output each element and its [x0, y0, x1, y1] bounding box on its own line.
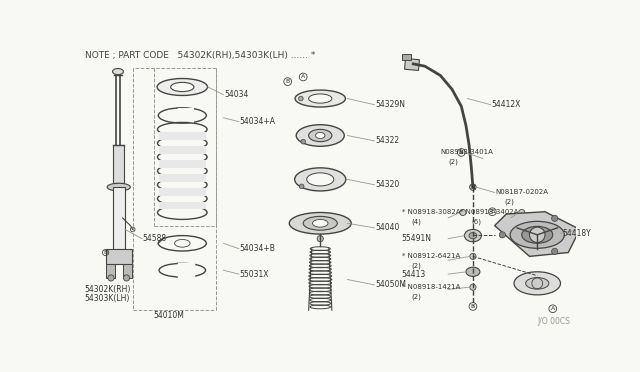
Text: 54329N: 54329N: [375, 100, 405, 109]
Bar: [159, 174, 205, 182]
Bar: [159, 146, 205, 154]
Text: 54413: 54413: [402, 270, 426, 279]
Bar: [402, 54, 411, 60]
Text: 54418Y: 54418Y: [562, 229, 591, 238]
Text: * N08912-6421A: * N08912-6421A: [402, 253, 460, 259]
Text: B: B: [490, 209, 495, 214]
Ellipse shape: [308, 129, 332, 142]
Ellipse shape: [466, 267, 480, 276]
Bar: [123, 264, 132, 278]
Text: J/O 00CS: J/O 00CS: [537, 317, 570, 326]
Text: NOTE ; PART CODE   54302K(RH),54303K(LH) ...... *: NOTE ; PART CODE 54302K(RH),54303K(LH) .…: [85, 51, 316, 60]
Circle shape: [518, 209, 525, 216]
Ellipse shape: [289, 212, 351, 234]
Text: 54302K(RH): 54302K(RH): [84, 285, 131, 294]
Circle shape: [470, 184, 476, 190]
Text: 54034+B: 54034+B: [239, 244, 276, 253]
Ellipse shape: [294, 168, 346, 191]
Circle shape: [470, 253, 476, 260]
Bar: [113, 187, 125, 249]
Text: (2): (2): [412, 293, 422, 300]
Ellipse shape: [295, 90, 346, 107]
Circle shape: [460, 209, 466, 216]
Circle shape: [470, 184, 476, 190]
Ellipse shape: [312, 219, 328, 227]
Ellipse shape: [522, 226, 553, 243]
Circle shape: [529, 227, 545, 243]
Text: (4): (4): [412, 218, 422, 225]
Circle shape: [124, 275, 129, 281]
Text: 54034+A: 54034+A: [239, 117, 276, 126]
Text: N081B7-0202A: N081B7-0202A: [495, 189, 548, 195]
Bar: [159, 132, 205, 140]
Text: (2): (2): [505, 199, 515, 205]
Text: * N08918-3082A: * N08918-3082A: [402, 209, 460, 215]
Text: (2): (2): [412, 262, 422, 269]
Ellipse shape: [308, 94, 332, 103]
Bar: [159, 202, 205, 209]
Text: 54320: 54320: [375, 180, 399, 189]
Text: 55491N: 55491N: [402, 234, 431, 243]
Polygon shape: [495, 212, 580, 256]
Circle shape: [552, 215, 558, 221]
Text: A: A: [301, 74, 305, 80]
Ellipse shape: [107, 183, 131, 191]
Text: 54010M: 54010M: [154, 311, 184, 320]
Text: B: B: [471, 304, 475, 309]
Ellipse shape: [113, 68, 124, 75]
Text: 54050M: 54050M: [375, 280, 406, 289]
Text: (6): (6): [472, 218, 481, 225]
Ellipse shape: [514, 272, 561, 295]
Bar: [106, 264, 115, 278]
Ellipse shape: [157, 78, 207, 96]
Text: 54322: 54322: [375, 137, 399, 145]
Ellipse shape: [171, 82, 194, 92]
Ellipse shape: [465, 230, 481, 242]
Text: 54412X: 54412X: [492, 100, 521, 109]
Circle shape: [499, 232, 506, 238]
Text: N: N: [470, 185, 476, 190]
Ellipse shape: [303, 217, 337, 230]
Bar: [113, 145, 124, 183]
Text: 54034: 54034: [224, 90, 248, 99]
Ellipse shape: [175, 240, 190, 247]
Text: * N08918-3402A: * N08918-3402A: [460, 209, 518, 215]
Ellipse shape: [307, 173, 334, 186]
Circle shape: [301, 140, 305, 144]
Text: 54303K(LH): 54303K(LH): [84, 294, 129, 303]
Circle shape: [300, 184, 304, 189]
Ellipse shape: [469, 232, 477, 239]
Text: B: B: [104, 250, 108, 255]
Bar: [179, 108, 194, 123]
Ellipse shape: [296, 125, 344, 146]
Circle shape: [552, 248, 558, 254]
Circle shape: [317, 235, 323, 242]
Text: N: N: [459, 150, 463, 155]
Text: * N08918-1421A: * N08918-1421A: [402, 284, 460, 290]
Circle shape: [298, 96, 303, 101]
Bar: [106, 249, 132, 264]
Ellipse shape: [525, 278, 549, 289]
Text: N08918-3401A: N08918-3401A: [440, 150, 493, 155]
Text: 55031X: 55031X: [239, 270, 269, 279]
Circle shape: [458, 148, 465, 156]
Bar: [404, 58, 419, 70]
Ellipse shape: [510, 221, 564, 248]
Bar: [159, 160, 205, 168]
Text: A: A: [550, 306, 555, 311]
Text: 54040: 54040: [375, 224, 399, 232]
Circle shape: [108, 275, 114, 281]
Text: (2): (2): [448, 158, 458, 165]
Text: 54588: 54588: [143, 234, 167, 243]
Bar: [159, 188, 205, 196]
Ellipse shape: [316, 132, 325, 139]
Circle shape: [470, 284, 476, 290]
Bar: [179, 263, 194, 277]
Text: B: B: [285, 79, 290, 84]
